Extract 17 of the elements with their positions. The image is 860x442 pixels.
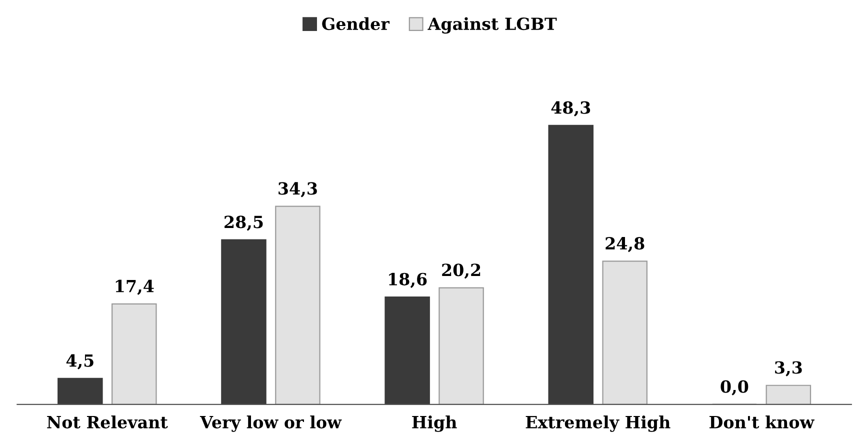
x-tick-label: Very low or low bbox=[200, 416, 342, 432]
data-label: 28,5 bbox=[224, 216, 263, 231]
x-tick-label: Not Relevant bbox=[47, 416, 168, 428]
data-label: 17,4 bbox=[116, 280, 154, 295]
x-tick-label: High bbox=[412, 416, 457, 432]
data-label: 24,8 bbox=[606, 237, 644, 252]
x-tick-label: Extremely High bbox=[526, 416, 670, 432]
legend-label: Gender bbox=[322, 17, 390, 30]
data-label: 48,3 bbox=[551, 101, 590, 116]
x-tick-label: Don't know bbox=[710, 416, 814, 428]
data-label: 18,6 bbox=[389, 272, 427, 288]
legend-label: Against LGBT bbox=[428, 17, 557, 34]
data-label: 20,2 bbox=[442, 264, 480, 279]
data-label: 34,3 bbox=[278, 182, 317, 198]
data-label: 4,5 bbox=[66, 354, 94, 370]
data-label: 3,3 bbox=[775, 361, 802, 376]
data-label: 0,0 bbox=[720, 380, 748, 396]
